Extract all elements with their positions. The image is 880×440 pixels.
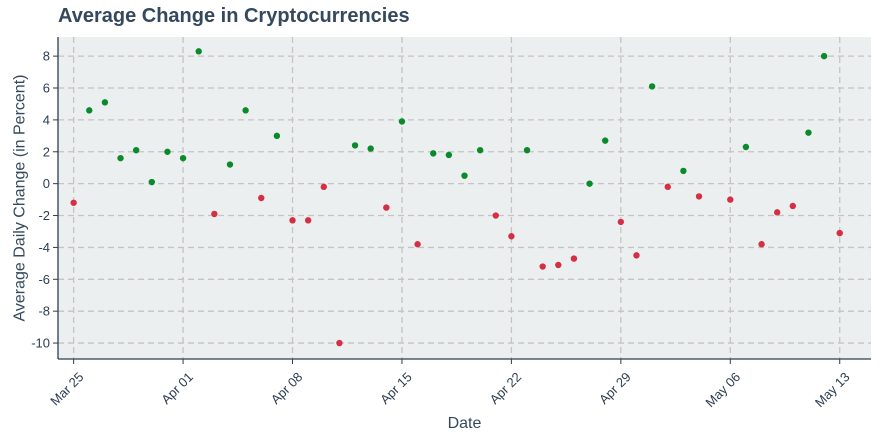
data-point-negative <box>633 252 640 259</box>
x-axis-label: Date <box>448 415 482 432</box>
data-point-positive <box>367 145 374 152</box>
data-point-negative <box>555 261 562 269</box>
data-point-negative <box>508 233 515 240</box>
y-axis-label: Average Daily Change (in Percent) <box>12 75 29 322</box>
data-point-negative <box>211 210 218 218</box>
data-point-positive <box>742 143 750 151</box>
y-tick-label: 8 <box>43 49 50 64</box>
data-point-positive <box>242 107 249 114</box>
plot-area <box>58 37 871 359</box>
data-point-positive <box>117 154 124 162</box>
data-point-positive <box>86 107 93 114</box>
data-point-positive <box>461 172 468 179</box>
y-tick-label: -4 <box>38 240 50 255</box>
data-point-positive <box>398 118 406 125</box>
data-point-negative <box>492 212 499 219</box>
y-tick-label: -6 <box>38 272 50 287</box>
data-point-positive <box>805 129 812 136</box>
data-point-negative <box>617 218 625 226</box>
y-tick-label: -8 <box>38 304 50 319</box>
chart-title: Average Change in Cryptocurrencies <box>58 5 410 27</box>
x-tick-label: May 06 <box>702 369 743 410</box>
data-point-negative <box>539 263 546 270</box>
x-tick-label: Mar 25 <box>47 369 86 408</box>
x-tick-label: Apr 22 <box>487 369 525 407</box>
y-tick-label: -2 <box>38 208 50 223</box>
data-point-negative <box>383 204 390 211</box>
y-tick-label: 4 <box>43 112 50 127</box>
data-point-positive <box>101 99 109 106</box>
data-point-negative <box>570 255 578 262</box>
data-point-positive <box>476 146 484 154</box>
data-point-negative <box>70 199 77 206</box>
data-point-positive <box>179 154 187 162</box>
x-tick-label: Apr 15 <box>377 369 415 407</box>
data-point-negative <box>758 241 765 248</box>
data-point-positive <box>195 48 202 55</box>
x-tick-label: May 13 <box>812 369 853 410</box>
x-tick-label: Apr 01 <box>158 369 196 407</box>
data-point-positive <box>164 148 171 155</box>
data-point-negative <box>304 217 312 224</box>
data-point-negative <box>664 183 671 191</box>
y-tick-label: 0 <box>43 176 50 191</box>
axes <box>53 37 871 364</box>
data-point-negative <box>258 194 265 202</box>
data-point-negative <box>789 202 797 210</box>
data-point-positive <box>445 151 453 159</box>
data-point-positive <box>273 132 281 140</box>
data-point-positive <box>820 52 828 60</box>
data-point-negative <box>414 241 421 248</box>
data-point-positive <box>602 137 609 144</box>
data-point-negative <box>320 183 327 191</box>
x-tick-label: Apr 29 <box>596 369 634 407</box>
data-point-positive <box>226 161 234 168</box>
data-points <box>70 48 843 347</box>
data-point-negative <box>695 193 703 200</box>
x-tick-label: Apr 08 <box>268 369 306 407</box>
data-point-negative <box>773 209 781 216</box>
data-point-negative <box>336 339 343 347</box>
data-point-positive <box>430 150 437 157</box>
data-point-positive <box>523 146 531 154</box>
data-point-negative <box>289 217 296 224</box>
data-point-positive <box>351 142 359 149</box>
y-tick-label: 2 <box>43 144 50 159</box>
data-point-positive <box>680 167 687 175</box>
data-point-negative <box>727 196 734 203</box>
data-point-positive <box>648 83 656 90</box>
data-point-negative <box>836 229 843 237</box>
data-point-positive <box>586 180 593 187</box>
y-tick-label: -10 <box>31 336 50 351</box>
data-point-positive <box>148 178 156 186</box>
y-tick-label: 6 <box>43 81 50 96</box>
data-point-positive <box>132 146 140 154</box>
